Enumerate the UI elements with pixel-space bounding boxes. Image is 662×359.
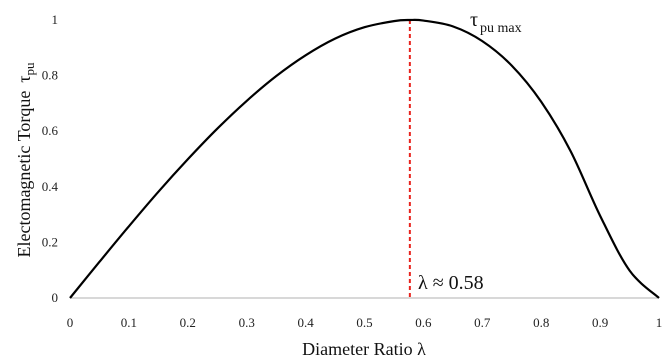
y-tick-label: 0.2 (42, 234, 58, 249)
x-tick-label: 0.1 (121, 315, 137, 330)
x-tick-label: 0.8 (533, 315, 549, 330)
x-tick-label: 0.3 (239, 315, 255, 330)
x-tick-label: 0.4 (297, 315, 314, 330)
y-tick-label: 0.8 (42, 68, 58, 83)
x-tick-label: 0.9 (592, 315, 608, 330)
x-tick-label: 1 (656, 315, 662, 330)
y-tick-label: 0.4 (42, 179, 59, 194)
peak-torque-symbol: τ (470, 9, 478, 31)
x-tick-label: 0.2 (180, 315, 196, 330)
y-axis-title-text: Electomagnetic Torque (14, 91, 34, 258)
y-tick-label: 0 (52, 290, 59, 305)
torque-curve (69, 18, 660, 299)
y-tick-label: 1 (52, 12, 59, 27)
y-axis-title-subscript: pu (22, 62, 37, 76)
x-tick-label: 0.7 (474, 315, 491, 330)
x-tick-label: 0.5 (356, 315, 372, 330)
y-tick-label: 0.6 (42, 123, 59, 138)
x-tick-label: 0.6 (415, 315, 432, 330)
peak-torque-label: τ pu max (470, 9, 522, 36)
y-axis-title-symbol: τ (14, 75, 34, 82)
peak-torque-subscript: pu max (480, 21, 522, 36)
x-tick-label: 0 (67, 315, 74, 330)
x-axis-title: Diameter Ratio λ (302, 339, 426, 359)
y-tick-labels: 0 0.2 0.4 0.6 0.8 1 (42, 12, 59, 305)
x-tick-labels: 0 0.1 0.2 0.3 0.4 0.5 0.6 0.7 0.8 0.9 1 (67, 315, 662, 330)
optimal-ratio-label: λ ≈ 0.58 (418, 272, 484, 294)
y-axis-title: Electomagnetic Torque τpu (14, 62, 37, 258)
